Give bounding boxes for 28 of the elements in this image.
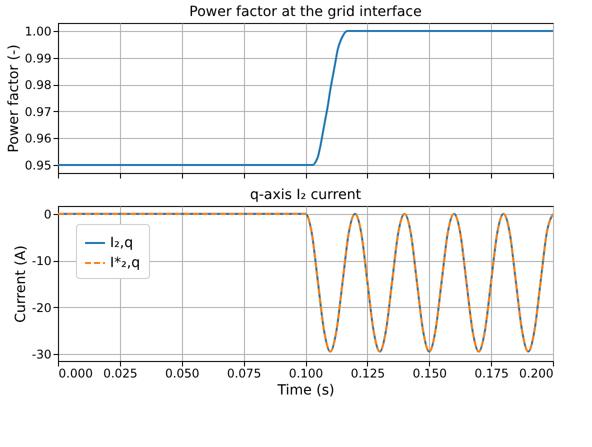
x-tick-label: 0.100 xyxy=(288,366,324,380)
y-tick-label: 0.98 xyxy=(24,78,52,92)
y-tick-label: 0.95 xyxy=(24,158,52,172)
x-tick-label: 0.175 xyxy=(474,366,509,380)
chart-title: Power factor at the grid interface xyxy=(189,4,422,20)
y-tick-label: 0.96 xyxy=(24,132,52,146)
x-tick-label: 0.050 xyxy=(165,366,200,380)
y-axis-title: Power factor (-) xyxy=(6,44,22,153)
y-tick-label: 0 xyxy=(44,207,52,222)
x-tick-label: 0.150 xyxy=(412,366,447,380)
legend-label: I₂,q xyxy=(110,235,134,251)
x-tick-label: 0.075 xyxy=(226,366,262,380)
y-tick-label: -30 xyxy=(32,347,52,362)
legend-label: I*₂,q xyxy=(110,255,140,271)
y-tick-label: -10 xyxy=(32,254,52,268)
y-tick-label: -20 xyxy=(32,300,52,315)
x-tick-label: 0.025 xyxy=(103,366,138,380)
x-tick-label: 0.000 xyxy=(58,366,93,380)
y-axis-title: Current (A) xyxy=(12,245,29,323)
x-tick-label: 0.200 xyxy=(519,366,554,380)
chart-title: q-axis I₂ current xyxy=(250,187,362,203)
y-tick-label: 1.00 xyxy=(24,24,52,39)
x-axis-title: Time (s) xyxy=(276,382,334,398)
y-tick-label: 0.97 xyxy=(24,104,52,119)
x-tick-label: 0.125 xyxy=(350,366,386,380)
y-tick-label: 0.99 xyxy=(24,51,52,66)
line-series xyxy=(58,212,553,353)
line-series xyxy=(58,30,553,166)
